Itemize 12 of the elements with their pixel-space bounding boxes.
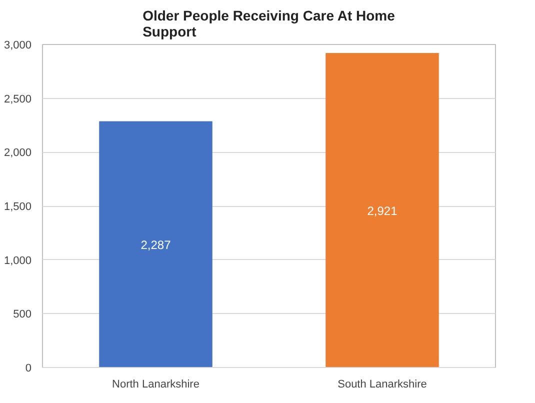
x-tick-label: South Lanarkshire — [338, 378, 427, 390]
y-tick-label: 2,500 — [4, 93, 32, 106]
data-label: 2,921 — [367, 204, 398, 218]
y-tick-label: 500 — [13, 308, 32, 321]
y-tick-label: 1,500 — [4, 201, 32, 213]
y-tick-label: 0 — [25, 362, 32, 374]
chart-title: Older People Receiving Care At Home Support — [142, 8, 396, 40]
y-tick-label: 3,000 — [4, 40, 32, 52]
x-tick-label: North Lanarkshire — [112, 378, 200, 390]
y-tick-label: 2,000 — [4, 147, 32, 160]
y-tick-label: 1,000 — [4, 254, 32, 267]
data-label: 2,287 — [140, 238, 172, 252]
